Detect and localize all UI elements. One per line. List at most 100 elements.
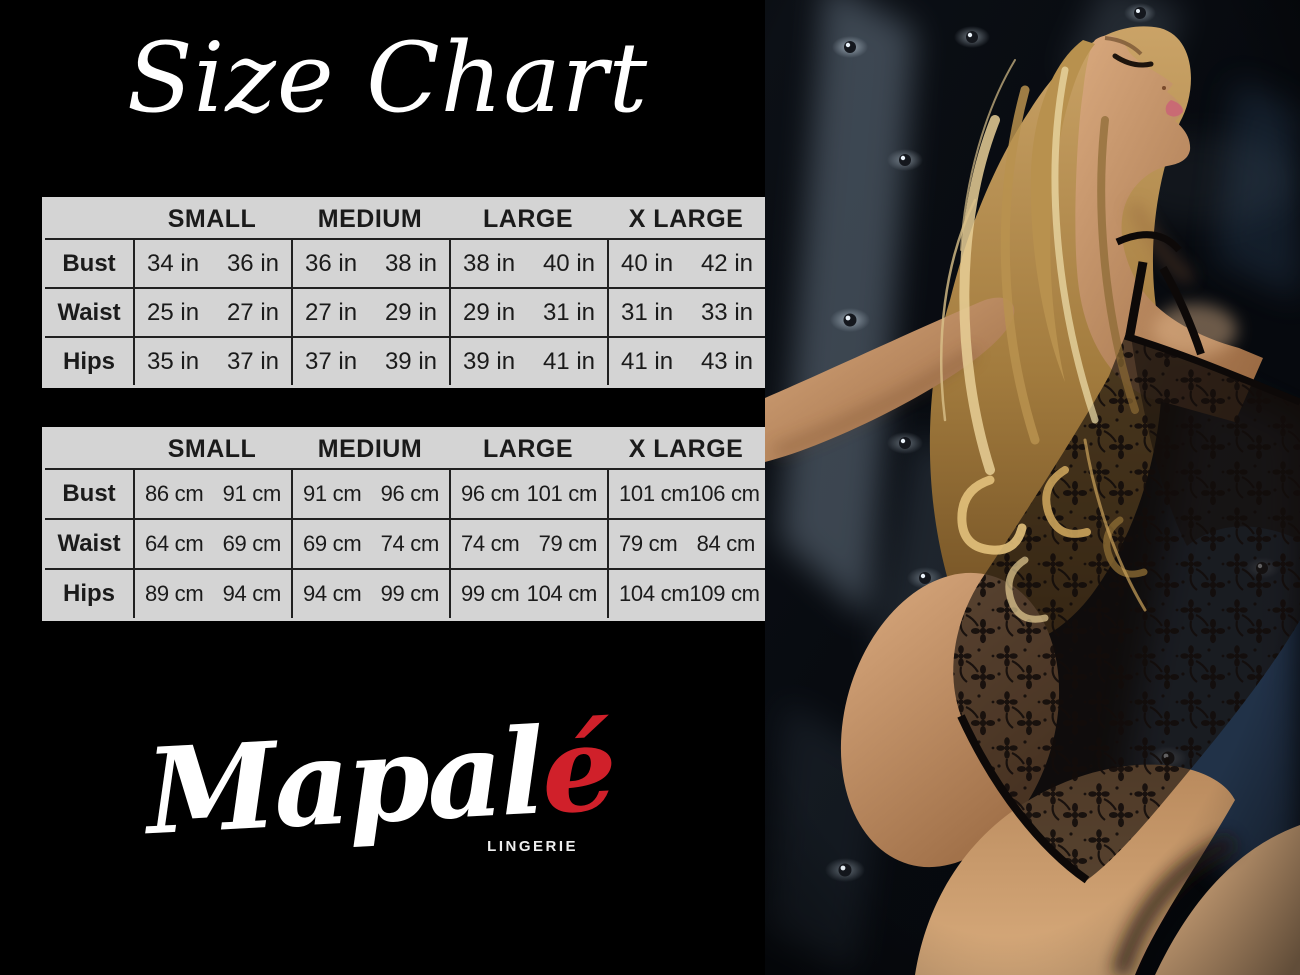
size-value: 38 in (384, 249, 437, 277)
size-value: 40 in (542, 249, 595, 277)
size-value: 27 in (226, 298, 279, 326)
col-header-xlarge: X LARGE (628, 204, 744, 233)
size-cell: 29 in 31 in (449, 287, 607, 336)
size-cell: 99 cm 104 cm (449, 568, 607, 618)
size-value: 36 in (305, 249, 358, 277)
size-value: 106 cm (689, 481, 760, 506)
brand-text: Mapal (142, 701, 546, 862)
table-row-hips: Hips 89 cm 94 cm 94 cm 99 cm 99 cm 104 cm 1… (45, 568, 765, 618)
size-value: 99 cm (380, 581, 440, 606)
size-cell: 41 in 43 in (607, 336, 765, 385)
size-cell: 69 cm 74 cm (291, 518, 449, 568)
model-photo (765, 0, 1300, 975)
size-cell: 40 in 42 in (607, 238, 765, 287)
size-value: 37 in (305, 347, 358, 375)
size-cell: 86 cm 91 cm (133, 468, 291, 518)
size-value: 43 in (700, 347, 753, 375)
size-cell: 34 in 36 in (133, 238, 291, 287)
brand-accent-letter: é (538, 697, 618, 841)
size-table-inches: SMALL MEDIUM LARGE X LARGE Bust 34 in 36 … (42, 197, 768, 388)
col-header-small: SMALL (167, 434, 257, 463)
table-row-bust: Bust 34 in 36 in 36 in 38 in 38 in 40 in 40… (45, 238, 765, 287)
size-cell: 37 in 39 in (291, 336, 449, 385)
col-header-small: SMALL (167, 204, 257, 233)
col-header-medium: MEDIUM (317, 204, 423, 233)
size-cell: 96 cm 101 cm (449, 468, 607, 518)
size-value: 74 cm (461, 531, 520, 556)
size-value: 86 cm (145, 481, 204, 506)
corner-cell (45, 200, 133, 238)
size-value: 101 cm (526, 481, 598, 506)
size-value: 96 cm (461, 481, 520, 506)
row-label: Waist (45, 287, 133, 336)
size-cell: 89 cm 94 cm (133, 568, 291, 618)
size-cell: 94 cm 99 cm (291, 568, 449, 618)
size-value: 29 in (463, 298, 516, 326)
size-value: 31 in (542, 298, 595, 326)
size-value: 27 in (305, 298, 358, 326)
size-value: 29 in (384, 298, 437, 326)
size-value: 39 in (384, 347, 437, 375)
row-label: Bust (45, 468, 133, 518)
size-cell: 104 cm 109 cm (607, 568, 765, 618)
size-value: 40 in (621, 249, 674, 277)
size-cell: 101 cm 106 cm (607, 468, 765, 518)
size-value: 96 cm (380, 481, 440, 506)
table-header-row: SMALL MEDIUM LARGE X LARGE (45, 430, 765, 468)
row-label: Waist (45, 518, 133, 568)
size-value: 94 cm (303, 581, 362, 606)
row-label: Hips (45, 568, 133, 618)
size-cell: 38 in 40 in (449, 238, 607, 287)
size-value: 79 cm (619, 531, 678, 556)
table-row-waist: Waist 25 in 27 in 27 in 29 in 29 in 31 in 3… (45, 287, 765, 336)
size-cell: 27 in 29 in (291, 287, 449, 336)
table-row-waist: Waist 64 cm 69 cm 69 cm 74 cm 74 cm 79 cm 7… (45, 518, 765, 568)
size-value: 35 in (147, 347, 200, 375)
size-value: 101 cm (619, 481, 690, 506)
size-cell: 74 cm 79 cm (449, 518, 607, 568)
col-header-xlarge: X LARGE (628, 434, 744, 463)
size-value: 91 cm (303, 481, 362, 506)
size-value: 41 in (621, 347, 674, 375)
col-header-large: LARGE (483, 434, 573, 463)
size-value: 64 cm (145, 531, 204, 556)
size-cell: 31 in 33 in (607, 287, 765, 336)
photo-vignette (765, 0, 1300, 975)
size-cell: 39 in 41 in (449, 336, 607, 385)
row-label: Bust (45, 238, 133, 287)
size-cell: 91 cm 96 cm (291, 468, 449, 518)
corner-cell (45, 430, 133, 468)
brand-wordmark: Mapalé (137, 697, 623, 862)
row-label: Hips (45, 336, 133, 385)
size-value: 99 cm (461, 581, 520, 606)
size-value: 25 in (147, 298, 200, 326)
size-value: 74 cm (380, 531, 440, 556)
size-value: 42 in (700, 249, 753, 277)
size-value: 37 in (226, 347, 279, 375)
size-value: 34 in (147, 249, 200, 277)
table-header-row: SMALL MEDIUM LARGE X LARGE (45, 200, 765, 238)
size-value: 104 cm (619, 581, 690, 606)
size-value: 104 cm (526, 581, 598, 606)
size-value: 79 cm (538, 531, 598, 556)
size-table-centimeters: SMALL MEDIUM LARGE X LARGE Bust 86 cm 91 … (42, 427, 768, 621)
size-value: 69 cm (222, 531, 282, 556)
page-title: Size Chart (126, 22, 649, 134)
size-value: 39 in (463, 347, 516, 375)
size-value: 31 in (621, 298, 674, 326)
brand-logo: Mapalé LINGERIE (140, 698, 620, 861)
brand-subtitle: LINGERIE (487, 837, 578, 855)
size-cell: 35 in 37 in (133, 336, 291, 385)
col-header-medium: MEDIUM (317, 434, 423, 463)
size-value: 41 in (542, 347, 595, 375)
col-header-large: LARGE (483, 204, 573, 233)
table-row-bust: Bust 86 cm 91 cm 91 cm 96 cm 96 cm 101 cm 1… (45, 468, 765, 518)
size-value: 94 cm (222, 581, 282, 606)
size-cell: 79 cm 84 cm (607, 518, 765, 568)
size-value: 89 cm (145, 581, 204, 606)
table-row-hips: Hips 35 in 37 in 37 in 39 in 39 in 41 in 41… (45, 336, 765, 385)
size-value: 38 in (463, 249, 516, 277)
size-cell: 64 cm 69 cm (133, 518, 291, 568)
size-value: 84 cm (696, 531, 756, 556)
